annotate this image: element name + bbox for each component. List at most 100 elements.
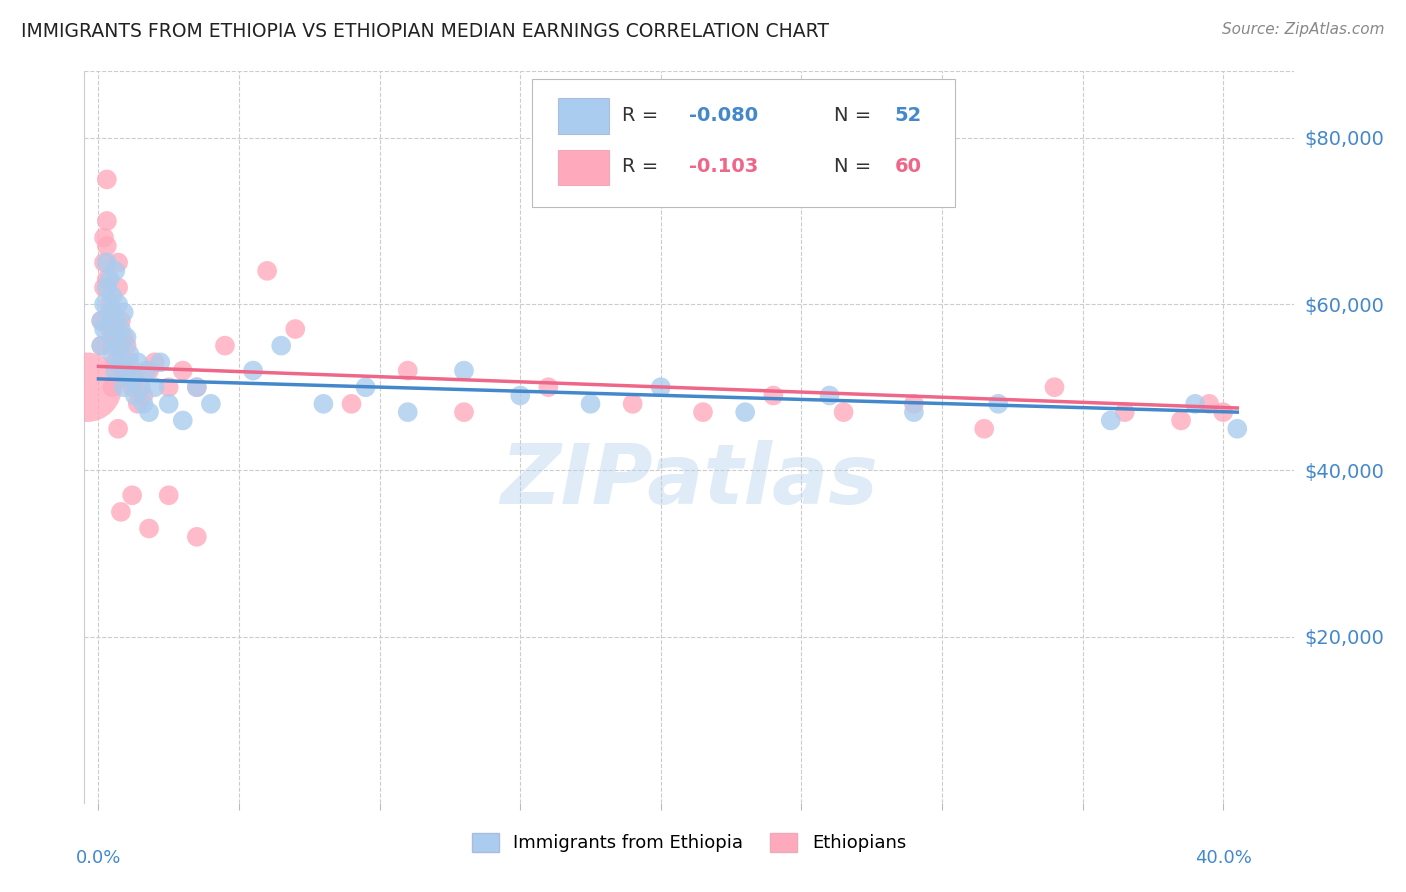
Point bbox=[90, 314, 112, 328]
Point bbox=[90, 338, 112, 352]
Point bbox=[149, 355, 172, 369]
Point bbox=[143, 355, 166, 369]
Point bbox=[256, 264, 278, 278]
Point bbox=[214, 338, 236, 352]
Point bbox=[101, 347, 124, 361]
Point bbox=[157, 397, 180, 411]
Point bbox=[135, 363, 157, 377]
FancyBboxPatch shape bbox=[558, 150, 609, 185]
Point bbox=[270, 338, 292, 352]
Point bbox=[1114, 405, 1136, 419]
Point bbox=[973, 422, 995, 436]
Text: N =: N = bbox=[834, 157, 877, 176]
Point bbox=[242, 363, 264, 377]
Point bbox=[172, 363, 194, 377]
Point bbox=[93, 255, 115, 269]
Point bbox=[312, 397, 335, 411]
Point bbox=[112, 330, 135, 344]
Point bbox=[157, 380, 180, 394]
Point bbox=[284, 322, 307, 336]
Point bbox=[110, 338, 132, 352]
Text: -0.080: -0.080 bbox=[689, 106, 758, 125]
Point bbox=[138, 363, 160, 377]
Point bbox=[762, 388, 785, 402]
Point bbox=[101, 330, 124, 344]
Point bbox=[121, 488, 143, 502]
Point bbox=[127, 397, 149, 411]
Point bbox=[1184, 397, 1206, 411]
Point bbox=[124, 372, 146, 386]
Point bbox=[118, 355, 141, 369]
Legend: Immigrants from Ethiopia, Ethiopians: Immigrants from Ethiopia, Ethiopians bbox=[464, 826, 914, 860]
Point bbox=[101, 305, 124, 319]
Point bbox=[537, 380, 560, 394]
Point bbox=[93, 230, 115, 244]
Point bbox=[186, 380, 208, 394]
Point bbox=[96, 214, 118, 228]
Point bbox=[121, 372, 143, 386]
Point bbox=[1198, 397, 1220, 411]
Text: R =: R = bbox=[623, 157, 671, 176]
Point bbox=[96, 280, 118, 294]
Point bbox=[76, 380, 98, 394]
Text: 60: 60 bbox=[894, 157, 921, 176]
Text: Source: ZipAtlas.com: Source: ZipAtlas.com bbox=[1222, 22, 1385, 37]
Point bbox=[101, 289, 124, 303]
Point bbox=[903, 405, 925, 419]
Point bbox=[453, 405, 475, 419]
Point bbox=[96, 172, 118, 186]
Point bbox=[138, 521, 160, 535]
Point bbox=[987, 397, 1010, 411]
Point bbox=[143, 380, 166, 394]
Point bbox=[818, 388, 841, 402]
Point bbox=[93, 322, 115, 336]
Point bbox=[340, 397, 363, 411]
Point bbox=[115, 372, 138, 386]
Point bbox=[118, 347, 141, 361]
Point bbox=[104, 363, 127, 377]
Point bbox=[832, 405, 855, 419]
Point bbox=[90, 338, 112, 352]
Point bbox=[104, 264, 127, 278]
Text: -0.103: -0.103 bbox=[689, 157, 758, 176]
Point bbox=[101, 380, 124, 394]
Point bbox=[138, 405, 160, 419]
Point bbox=[101, 330, 124, 344]
Point bbox=[396, 363, 419, 377]
Point bbox=[101, 338, 124, 352]
Point bbox=[132, 388, 155, 402]
Point bbox=[186, 530, 208, 544]
Text: 0.0%: 0.0% bbox=[76, 848, 121, 866]
FancyBboxPatch shape bbox=[531, 78, 955, 207]
Point bbox=[734, 405, 756, 419]
Point bbox=[98, 272, 121, 286]
Text: R =: R = bbox=[623, 106, 665, 125]
Point bbox=[96, 255, 118, 269]
Point bbox=[115, 330, 138, 344]
Point bbox=[124, 388, 146, 402]
Point bbox=[110, 505, 132, 519]
Point bbox=[1099, 413, 1122, 427]
Point bbox=[579, 397, 602, 411]
Point bbox=[127, 355, 149, 369]
Point bbox=[172, 413, 194, 427]
Point bbox=[121, 380, 143, 394]
Text: ZIPatlas: ZIPatlas bbox=[501, 441, 877, 522]
Point bbox=[93, 280, 115, 294]
Point bbox=[104, 355, 127, 369]
Point bbox=[621, 397, 644, 411]
Point bbox=[509, 388, 531, 402]
Point bbox=[104, 322, 127, 336]
Point bbox=[98, 305, 121, 319]
Point bbox=[1170, 413, 1192, 427]
Text: IMMIGRANTS FROM ETHIOPIA VS ETHIOPIAN MEDIAN EARNINGS CORRELATION CHART: IMMIGRANTS FROM ETHIOPIA VS ETHIOPIAN ME… bbox=[21, 22, 830, 41]
Point bbox=[453, 363, 475, 377]
Point bbox=[110, 322, 132, 336]
Point bbox=[157, 488, 180, 502]
Point bbox=[112, 380, 135, 394]
Point bbox=[107, 297, 129, 311]
Point bbox=[104, 314, 127, 328]
Point bbox=[107, 338, 129, 352]
Text: N =: N = bbox=[834, 106, 877, 125]
Point bbox=[96, 239, 118, 253]
